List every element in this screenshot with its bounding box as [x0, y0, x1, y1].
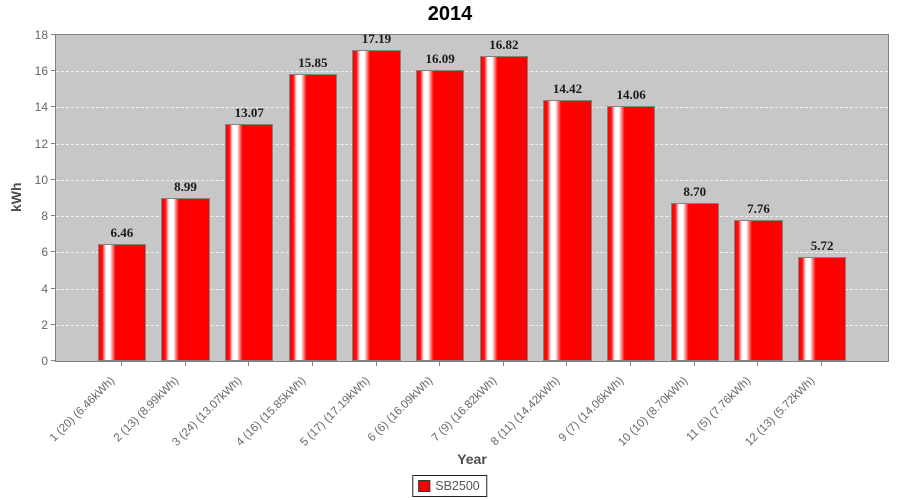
legend: SB2500	[412, 475, 488, 497]
bar-value-label-10: 8.70	[683, 184, 707, 200]
bar-6	[415, 69, 465, 361]
x-category-label-12: 12 (13) (5.72kWh)	[743, 374, 818, 449]
x-tick-mark-12	[821, 362, 823, 366]
bar-value-label-1: 6.46	[110, 225, 134, 241]
y-tick-label-14: 14	[34, 100, 48, 115]
bar-value-label-12: 5.72	[810, 238, 834, 254]
bar-7	[479, 56, 529, 361]
plot-area: 6.46 8.99 13.07 15.85 17.19 16.09 16.82 14.42 14…	[55, 30, 889, 362]
legend-color-swatch	[418, 480, 431, 492]
bar-value-label-2: 8.99	[174, 179, 197, 195]
bar-10	[670, 203, 720, 361]
bar-4	[288, 73, 338, 361]
bar-3	[224, 124, 274, 361]
y-tick-label-10: 10	[34, 172, 48, 187]
legend-series-label: SB2500	[435, 479, 480, 493]
bar-value-label-7: 16.82	[489, 37, 519, 53]
x-tick-mark-6	[439, 362, 441, 366]
bar-9	[606, 106, 656, 361]
x-tick-mark-5	[375, 362, 377, 366]
y-tick-mark-12	[51, 142, 55, 144]
bar-8	[543, 99, 592, 361]
bar-5	[352, 49, 401, 361]
bar-value-label-9: 14.06	[616, 87, 646, 103]
x-tick-mark-1	[120, 362, 122, 366]
y-tick-label-0: 0	[41, 354, 48, 368]
y-tick-label-2: 2	[41, 317, 48, 332]
bar-value-label-6: 16.09	[425, 50, 455, 66]
gridline-y14	[56, 107, 888, 109]
x-tick-mark-11	[757, 362, 759, 366]
x-tick-mark-8	[566, 362, 568, 366]
x-category-label-4: 4 (16) (15.85kWh)	[234, 374, 309, 449]
chart-title: 2014	[427, 3, 473, 25]
y-tick-mark-16	[51, 70, 55, 72]
y-axis-title: kWh	[8, 182, 24, 212]
y-tick-mark-10	[51, 178, 55, 180]
x-tick-mark-7	[502, 362, 504, 366]
y-tick-mark-0	[51, 360, 55, 361]
y-tick-label-6: 6	[41, 245, 48, 260]
y-tick-mark-4	[51, 287, 55, 289]
gridline-y12	[56, 143, 888, 145]
x-category-label-9: 9 (7) (14.06kWh)	[556, 374, 627, 445]
x-tick-mark-10	[693, 362, 695, 366]
x-category-label-1: 1 (20) (6.46kWh)	[47, 374, 118, 445]
x-tick-mark-9	[630, 362, 632, 366]
x-axis-title: Year	[457, 451, 487, 467]
x-category-label-5: 5 (17) (17.19kWh)	[297, 374, 372, 449]
y-tick-label-18: 18	[34, 28, 48, 42]
bar-12	[797, 257, 847, 361]
x-tick-mark-2	[184, 362, 186, 366]
bar-value-label-8: 14.42	[552, 80, 583, 96]
bar-value-label-4: 15.85	[298, 54, 328, 70]
bar-11	[734, 220, 783, 361]
y-tick-label-12: 12	[34, 136, 48, 151]
x-category-label-10: 10 (10) (8.70kWh)	[616, 374, 691, 449]
x-category-label-3: 3 (24) (13.07kWh)	[170, 374, 245, 449]
gridline-y16	[56, 71, 888, 73]
x-category-label-8: 8 (11) (14.42kWh)	[489, 374, 563, 449]
y-tick-label-16: 16	[34, 64, 48, 79]
bar-value-label-5: 17.19	[361, 30, 392, 46]
bar-value-label-3: 13.07	[234, 105, 264, 121]
y-tick-mark-18	[51, 34, 55, 35]
y-tick-mark-6	[51, 251, 55, 253]
bar-value-label-11: 7.76	[747, 201, 770, 217]
y-tick-label-8: 8	[41, 209, 48, 224]
y-tick-mark-14	[51, 106, 55, 108]
bar-1	[97, 244, 147, 361]
x-tick-mark-3	[248, 362, 250, 366]
y-tick-mark-8	[51, 215, 55, 217]
y-tick-mark-2	[51, 323, 55, 325]
y-tick-label-4: 4	[41, 281, 48, 296]
x-tick-mark-4	[311, 362, 313, 366]
x-category-label-11: 11 (5) (7.76kWh)	[684, 374, 754, 444]
x-category-label-2: 2 (13) (8.99kWh)	[111, 374, 181, 445]
bar-2	[161, 198, 210, 361]
